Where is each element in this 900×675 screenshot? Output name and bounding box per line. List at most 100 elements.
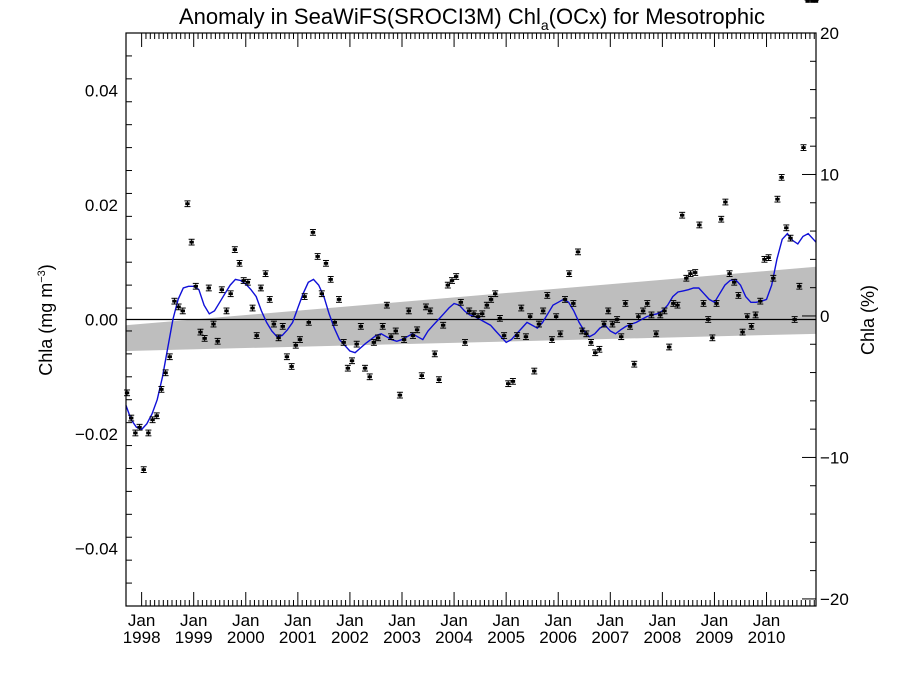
- x-tick-label-year: 2007: [591, 628, 629, 647]
- point-marker: [740, 330, 745, 334]
- point-marker: [189, 240, 194, 244]
- data-point: [618, 333, 625, 341]
- data-point: [427, 307, 434, 315]
- point-marker: [540, 309, 546, 313]
- point-marker: [380, 324, 385, 328]
- point-marker: [636, 315, 641, 319]
- data-point: [335, 296, 342, 303]
- data-point: [800, 144, 807, 151]
- point-marker: [475, 315, 481, 319]
- smooth-line-layer: [125, 232, 817, 431]
- data-point: [223, 307, 230, 315]
- point-marker: [462, 341, 468, 344]
- point-marker: [458, 300, 464, 304]
- data-point: [635, 313, 642, 320]
- data-point: [236, 259, 243, 267]
- point-marker: [562, 298, 568, 301]
- point-marker: [514, 334, 520, 337]
- point-marker: [571, 302, 576, 305]
- x-tick-label-month: Jan: [232, 611, 259, 630]
- point-marker: [813, 0, 819, 3]
- point-marker: [766, 256, 771, 260]
- y-left-tick-label: −0.02: [75, 425, 118, 444]
- point-marker: [653, 332, 659, 336]
- data-point: [322, 259, 329, 267]
- point-marker: [810, 0, 815, 3]
- point-marker: [271, 322, 277, 326]
- data-point: [344, 364, 351, 372]
- data-point: [327, 276, 334, 283]
- data-point: [575, 248, 582, 256]
- chart-title-subscript: a: [541, 17, 549, 33]
- point-marker: [758, 299, 763, 303]
- data-point: [379, 323, 386, 330]
- x-tick-label-month: Jan: [492, 611, 519, 630]
- point-marker: [753, 313, 758, 317]
- point-marker: [805, 0, 810, 3]
- x-tick-label-year: 2006: [539, 628, 577, 647]
- point-marker: [310, 231, 316, 234]
- point-marker: [614, 318, 620, 321]
- data-point: [383, 301, 390, 309]
- point-marker: [180, 309, 185, 313]
- point-marker: [154, 414, 159, 418]
- point-marker: [688, 272, 693, 276]
- point-marker: [549, 338, 555, 341]
- data-point: [687, 270, 694, 278]
- data-point: [674, 301, 681, 309]
- data-point: [744, 313, 751, 320]
- point-marker: [745, 315, 750, 319]
- point-marker: [723, 200, 728, 204]
- data-point: [466, 307, 473, 315]
- point-marker: [601, 322, 607, 326]
- point-marker: [584, 332, 589, 336]
- point-marker: [671, 302, 676, 305]
- data-point: [796, 282, 803, 290]
- point-marker: [129, 416, 134, 420]
- point-marker: [701, 302, 706, 305]
- x-tick-label-month: Jan: [336, 611, 363, 630]
- point-marker: [211, 322, 216, 326]
- data-point: [244, 278, 251, 286]
- point-marker: [501, 334, 507, 337]
- data-point: [184, 200, 191, 208]
- x-tick-label-month: Jan: [180, 611, 207, 630]
- data-point: [605, 307, 612, 315]
- point-marker: [163, 371, 168, 375]
- data-point: [601, 320, 608, 328]
- y-axis-right: −20 −10 0 10 20: [802, 24, 849, 609]
- point-marker: [714, 302, 719, 305]
- x-tick-label-month: Jan: [597, 611, 624, 630]
- point-marker: [323, 261, 329, 265]
- data-point: [596, 345, 603, 353]
- points-layer: [124, 0, 819, 473]
- point-marker: [558, 332, 563, 336]
- point-marker: [241, 279, 246, 282]
- point-marker: [293, 343, 298, 347]
- data-point: [283, 353, 290, 361]
- point-marker: [206, 286, 211, 290]
- point-marker: [367, 375, 372, 379]
- data-point: [231, 246, 238, 253]
- point-marker: [453, 275, 459, 278]
- data-point: [561, 296, 568, 303]
- point-marker: [449, 279, 455, 282]
- point-marker: [675, 303, 680, 307]
- data-point: [392, 327, 399, 335]
- point-marker: [692, 271, 698, 274]
- data-point: [179, 307, 186, 315]
- x-tick-label-month: Jan: [649, 611, 676, 630]
- point-marker: [258, 286, 264, 290]
- y-axis-left-label-superscript: −3: [36, 270, 48, 283]
- point-marker: [627, 324, 633, 328]
- point-marker: [341, 341, 346, 344]
- data-point: [192, 282, 199, 290]
- point-marker: [371, 341, 377, 344]
- data-point: [132, 429, 139, 437]
- point-marker: [593, 351, 598, 355]
- data-point: [774, 195, 781, 203]
- point-marker: [289, 365, 294, 368]
- data-point: [592, 349, 599, 357]
- data-point: [136, 423, 143, 431]
- point-marker: [427, 309, 433, 313]
